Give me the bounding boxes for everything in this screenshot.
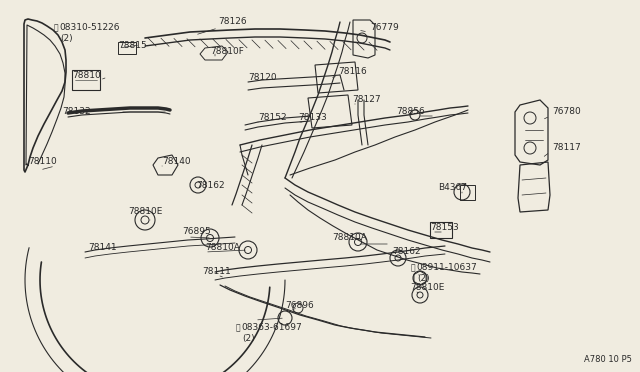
- Text: 78111: 78111: [202, 267, 231, 276]
- Text: 76779: 76779: [370, 23, 399, 32]
- Text: 78815: 78815: [118, 42, 147, 51]
- Text: 78810A: 78810A: [332, 234, 367, 243]
- Text: 78153: 78153: [430, 224, 459, 232]
- Text: 78116: 78116: [338, 67, 367, 77]
- Text: 08310-51226: 08310-51226: [59, 23, 120, 32]
- Text: 78140: 78140: [162, 157, 191, 167]
- Text: Ⓢ: Ⓢ: [53, 23, 58, 32]
- Text: A780 10 P5: A780 10 P5: [584, 355, 632, 364]
- Text: 78162: 78162: [196, 180, 225, 189]
- Text: 78127: 78127: [352, 96, 381, 105]
- Text: 78133: 78133: [298, 113, 327, 122]
- Text: 78810E: 78810E: [128, 208, 163, 217]
- Text: (2): (2): [60, 33, 72, 42]
- Text: 78810F: 78810F: [210, 48, 244, 57]
- Text: 76896: 76896: [285, 301, 314, 311]
- Text: (2): (2): [242, 334, 255, 343]
- Text: B4367: B4367: [438, 183, 467, 192]
- Text: 78810: 78810: [72, 71, 100, 80]
- Text: (2): (2): [417, 273, 429, 282]
- Text: 78132: 78132: [62, 108, 91, 116]
- Text: 78810E: 78810E: [410, 283, 444, 292]
- Text: Ⓝ: Ⓝ: [410, 263, 415, 273]
- Text: 78162: 78162: [392, 247, 420, 257]
- Text: 08911-10637: 08911-10637: [416, 263, 477, 273]
- Text: 78126: 78126: [218, 17, 246, 26]
- Text: Ⓢ: Ⓢ: [236, 324, 240, 333]
- Text: 76780: 76780: [552, 108, 580, 116]
- Text: 78810A: 78810A: [205, 244, 240, 253]
- Text: 78141: 78141: [88, 244, 116, 253]
- Text: 78856: 78856: [396, 108, 425, 116]
- Text: 78110: 78110: [28, 157, 57, 167]
- Text: 78152: 78152: [258, 113, 287, 122]
- Text: 78120: 78120: [248, 74, 276, 83]
- Text: 08363-61697: 08363-61697: [241, 324, 301, 333]
- Text: 76895: 76895: [182, 228, 211, 237]
- Text: 78117: 78117: [552, 144, 580, 153]
